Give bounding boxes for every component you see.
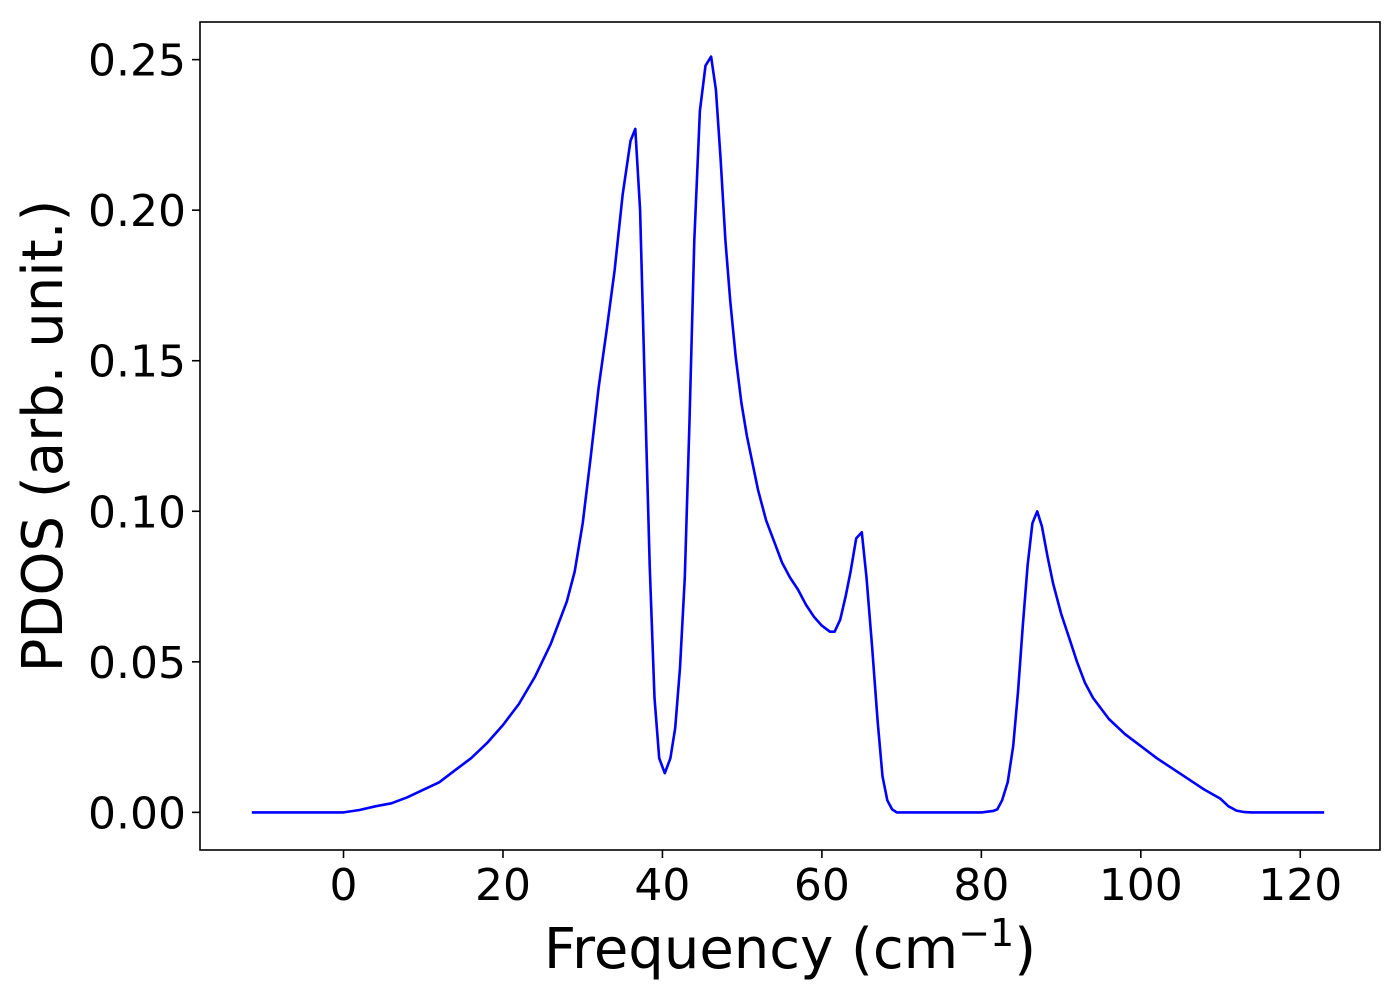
y-axis: 0.00 0.05 0.10 0.15 0.20 0.25 [88,36,200,839]
x-tick-label: 100 [1099,860,1183,911]
y-tick-label: 0.05 [88,638,186,689]
y-tick-label: 0.10 [88,487,186,538]
x-tick-label: 20 [475,860,531,911]
x-tick-label: 120 [1258,860,1342,911]
x-axis-title-close: ) [1014,917,1036,982]
series-line-0 [251,55,1325,814]
x-axis-title-superscript: −1 [958,911,1014,955]
x-axis-title-main: Frequency (cm [544,917,958,982]
x-tick-label: 40 [634,860,690,911]
y-axis-title: PDOS (arb. unit.) [11,200,76,673]
x-axis-title: Frequency (cm−1) [544,911,1036,982]
x-axis: 0 20 40 60 80 100 120 [330,850,1342,911]
series-layer [251,55,1325,814]
y-tick-label: 0.15 [88,337,186,388]
y-tick-label: 0.00 [88,788,186,839]
x-tick-label: 80 [953,860,1009,911]
y-tick-label: 0.25 [88,36,186,87]
x-tick-label: 0 [330,860,358,911]
y-tick-label: 0.20 [88,186,186,237]
plot-area-frame [199,21,1381,851]
x-tick-label: 60 [794,860,850,911]
